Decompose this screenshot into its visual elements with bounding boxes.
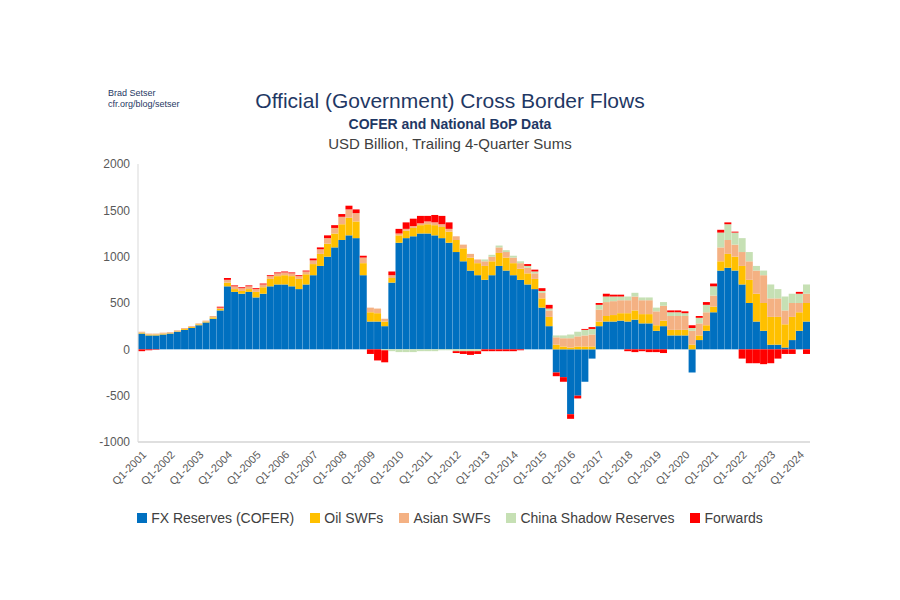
svg-text:0: 0 [123,343,130,357]
svg-text:Q1-2012: Q1-2012 [424,448,464,488]
svg-text:Q1-2019: Q1-2019 [624,448,664,488]
svg-text:Q1-2020: Q1-2020 [653,448,692,488]
html-text:Asian SWFs: Asian SWFs [413,510,491,526]
svg-text:-1000: -1000 [99,435,130,449]
svg-text:Q1-2009: Q1-2009 [338,448,378,488]
html-text:Brad Setser: Brad Setser [108,88,156,98]
svg-text:Q1-2003: Q1-2003 [166,448,206,488]
svg-text:Q1-2008: Q1-2008 [309,448,349,488]
svg-text:Q1-2014: Q1-2014 [481,448,521,488]
html-text:USD Billion, Trailing 4-Quarte: USD Billion, Trailing 4-Quarter Sums [328,135,572,152]
svg-text:Q1-2004: Q1-2004 [195,448,235,488]
svg-text:Q1-2010: Q1-2010 [367,448,406,488]
html-text:cfr.org/blog/setser: cfr.org/blog/setser [108,99,180,109]
svg-text:Q1-2001: Q1-2001 [109,448,149,488]
html-text:Forwards: Forwards [704,510,763,526]
svg-text:Q1-2006: Q1-2006 [252,448,292,488]
svg-text:Q1-2024: Q1-2024 [767,448,806,487]
svg-text:Q1-2007: Q1-2007 [281,448,321,488]
svg-text:2000: 2000 [103,157,130,171]
svg-text:Q1-2013: Q1-2013 [452,448,492,488]
html-text:China Shadow Reserves: China Shadow Reserves [520,510,675,526]
svg-text:Q1-2002: Q1-2002 [138,448,178,488]
svg-text:-500: -500 [106,389,130,403]
svg-text:Q1-2011: Q1-2011 [396,448,435,487]
svg-text:Q1-2005: Q1-2005 [224,448,263,488]
html-text:COFER and National BoP Data: COFER and National BoP Data [348,116,552,132]
html-text:Oil SWFs: Oil SWFs [324,510,384,526]
svg-text:Q1-2016: Q1-2016 [538,448,578,488]
svg-text:Q1-2021: Q1-2021 [681,448,721,488]
svg-text:Q1-2023: Q1-2023 [738,448,778,488]
svg-text:500: 500 [110,296,130,310]
html-text:FX Reserves (COFER): FX Reserves (COFER) [151,510,295,526]
svg-text:Q1-2015: Q1-2015 [510,448,549,488]
svg-text:Q1-2018: Q1-2018 [595,448,635,488]
svg-text:Q1-2022: Q1-2022 [710,448,749,488]
svg-text:1500: 1500 [103,204,130,218]
svg-text:Q1-2017: Q1-2017 [567,448,606,488]
html-text:Official (Government) Cross Bo: Official (Government) Cross Border Flows [255,89,645,112]
svg-text:1000: 1000 [103,250,130,264]
